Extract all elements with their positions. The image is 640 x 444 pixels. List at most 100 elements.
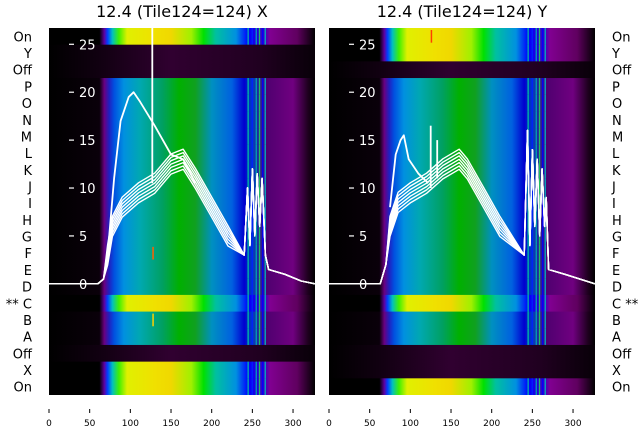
- heatmap-row: [329, 378, 595, 395]
- heatmap-stripe: [264, 178, 266, 196]
- heatmap-stripe: [527, 261, 529, 279]
- heatmap-stripe: [531, 228, 533, 246]
- row-label: M: [21, 130, 32, 145]
- x-tick-label: 300: [284, 419, 301, 429]
- row-label: H: [22, 214, 32, 229]
- heatmap-stripe: [544, 44, 546, 62]
- heatmap-stripe: [531, 111, 533, 129]
- heatmap-stripe: [531, 194, 533, 212]
- heatmap-row: [49, 244, 315, 263]
- heatmap-stripe: [251, 311, 253, 329]
- heatmap-row: [329, 61, 595, 79]
- heatmap-stripe: [542, 144, 544, 162]
- heatmap-stripe: [247, 228, 249, 246]
- heatmap-stripe: [255, 28, 257, 46]
- row-label: J: [611, 180, 616, 195]
- heatmap: [329, 28, 595, 395]
- heatmap-stripe: [544, 111, 546, 129]
- heatmap-row: [329, 328, 595, 346]
- heatmap-stripe: [251, 378, 253, 395]
- row-label: E: [612, 264, 620, 279]
- heatmap-stripe: [247, 94, 249, 112]
- heatmap-stripe: [544, 328, 546, 346]
- heatmap-stripe: [262, 161, 264, 179]
- x-tick-label: 50: [364, 419, 376, 429]
- heatmap-stripe: [544, 144, 546, 162]
- heatmap-stripe: [535, 311, 537, 329]
- heatmap-row: [329, 278, 595, 296]
- heatmap-stripe: [538, 178, 541, 196]
- heatmap-stripe: [544, 28, 546, 46]
- heatmap-stripe: [538, 94, 541, 112]
- heatmap-stripe: [251, 28, 253, 46]
- heatmap-stripe: [251, 261, 253, 279]
- heatmap-stripe: [247, 128, 249, 146]
- heatmap-stripe: [527, 278, 529, 296]
- heatmap-stripe: [538, 44, 541, 62]
- heatmap-stripe: [542, 228, 544, 246]
- heatmap-row: [329, 194, 595, 212]
- heatmap-row: [49, 61, 315, 79]
- heatmap-stripe: [247, 244, 249, 263]
- heatmap-stripe: [538, 144, 541, 162]
- heatmap-stripe: [255, 228, 257, 246]
- heatmap-stripe: [255, 144, 257, 162]
- heatmap-stripe: [531, 94, 533, 112]
- y-tick-label: 10: [359, 182, 376, 197]
- heatmap-stripe: [527, 378, 529, 395]
- heatmap-stripe: [535, 44, 537, 62]
- heatmap-row: [49, 278, 315, 296]
- heatmap-row: [329, 111, 595, 129]
- row-label: X: [612, 364, 621, 379]
- heatmap-stripe: [544, 128, 546, 146]
- heatmap-stripe: [255, 78, 257, 96]
- heatmap-stripe: [247, 111, 249, 129]
- x-tick-label: 250: [524, 419, 541, 429]
- heatmap-stripe: [544, 378, 546, 395]
- heatmap-stripe: [258, 361, 261, 379]
- heatmap-stripe: [527, 294, 529, 313]
- heatmap-stripe: [542, 294, 544, 313]
- heatmap-stripe: [262, 278, 264, 296]
- y-tick-label: 20: [79, 86, 96, 101]
- heatmap-row: [49, 261, 315, 279]
- heatmap-stripe: [262, 361, 264, 379]
- heatmap-stripe: [262, 128, 264, 146]
- y-tick-label: 25: [359, 38, 376, 53]
- heatmap-row: [49, 44, 315, 62]
- heatmap-stripe: [258, 144, 261, 162]
- heatmap-stripe: [544, 261, 546, 279]
- heatmap-stripe: [258, 378, 261, 395]
- heatmap-stripe: [255, 128, 257, 146]
- heatmap-stripe: [251, 94, 253, 112]
- heatmap-stripe: [527, 78, 529, 96]
- heatmap-stripe: [538, 378, 541, 395]
- heatmap-stripe: [251, 211, 253, 229]
- row-label: On: [612, 30, 630, 45]
- heatmap-stripe: [264, 211, 266, 229]
- heatmap-stripe: [262, 228, 264, 246]
- heatmap-row: [49, 344, 315, 363]
- heatmap-stripe: [264, 311, 266, 329]
- heatmap-stripe: [531, 328, 533, 346]
- heatmap-stripe: [542, 278, 544, 296]
- heatmap-stripe: [538, 278, 541, 296]
- row-label: M: [612, 130, 623, 145]
- series-line-outlier: [106, 91, 197, 256]
- heatmap-stripe: [258, 311, 261, 329]
- heatmap-stripe: [262, 261, 264, 279]
- heatmap-stripe: [258, 228, 261, 246]
- heatmap-stripe: [264, 194, 266, 212]
- row-label: On: [14, 30, 32, 45]
- heatmap-stripe: [538, 261, 541, 279]
- heatmap-stripe: [531, 378, 533, 395]
- heatmap-row: [49, 211, 315, 229]
- heatmap-stripe: [258, 128, 261, 146]
- row-label: P: [612, 80, 620, 95]
- heatmap-stripe: [251, 228, 253, 246]
- heatmap-stripe: [531, 28, 533, 46]
- heatmap-stripe: [535, 261, 537, 279]
- heatmap-stripe: [531, 78, 533, 96]
